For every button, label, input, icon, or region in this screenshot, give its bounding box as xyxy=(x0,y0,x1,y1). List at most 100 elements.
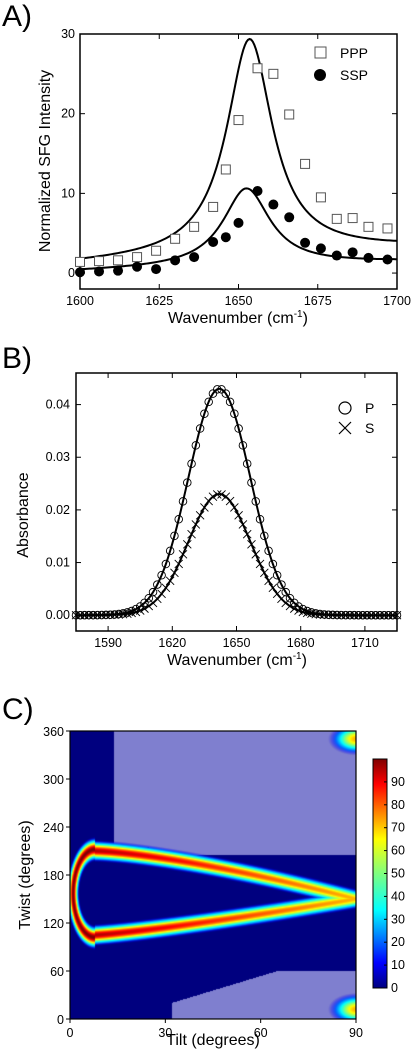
panel-b-y-ticks: 0.00 0.01 0.02 0.03 0.04 xyxy=(46,398,397,622)
data-point-ssp xyxy=(347,247,358,258)
data-point-ssp xyxy=(233,217,244,228)
legend-marker-p xyxy=(338,401,352,415)
data-point-ssp xyxy=(363,252,374,263)
data-point-p xyxy=(285,593,295,603)
data-point-ssp xyxy=(331,250,342,261)
data-point-ssp xyxy=(300,237,311,248)
panel-b-x-axis-title: Wavenumber (cm-1) xyxy=(167,651,307,669)
data-point-ssp xyxy=(268,199,279,210)
data-point-ppp xyxy=(284,109,295,120)
data-point-ppp xyxy=(331,213,342,224)
fit-curve-s xyxy=(76,493,397,617)
data-point-ppp xyxy=(233,115,244,126)
y-tick-label: 10 xyxy=(61,186,75,200)
x-tick-label: 90 xyxy=(349,1026,363,1040)
data-point-p xyxy=(208,389,218,398)
data-point-ssp xyxy=(220,232,231,243)
data-point-p xyxy=(277,580,286,589)
data-point-ppp xyxy=(382,223,393,234)
data-point-ssp xyxy=(252,185,263,196)
x-tick-label: 60 xyxy=(254,1026,268,1040)
data-point-ssp xyxy=(94,266,105,277)
x-tick-label: 1650 xyxy=(225,294,253,308)
data-point-ppp xyxy=(75,256,85,267)
panel-b-label: B) xyxy=(2,342,32,375)
panel-b-x-ticks: 1590 1620 1650 1680 1710 xyxy=(94,373,379,650)
panel-c-x-ticks: 0 30 60 90 xyxy=(67,1019,363,1040)
data-point-ssp xyxy=(132,261,143,272)
data-point-ssp xyxy=(170,255,181,266)
data-point-ssp xyxy=(113,265,124,276)
data-point-p xyxy=(200,409,209,418)
data-point-p xyxy=(272,570,282,580)
y-tick-label: 0.03 xyxy=(46,450,70,464)
data-point-ssp xyxy=(315,243,326,254)
data-point-p xyxy=(161,559,171,569)
colorbar-tick-label: 0 xyxy=(391,981,398,995)
panel-c-x-axis-title: Tilt (degrees) xyxy=(166,1032,260,1049)
data-point-ssp xyxy=(189,252,200,263)
x-tick-label: 0 xyxy=(67,1026,74,1040)
panel-a-x-axis-title: Wavenumber (cm-1) xyxy=(168,309,308,327)
x-tick-label: 1710 xyxy=(351,636,379,650)
colorbar-tick-label: 80 xyxy=(391,798,405,812)
y-tick-label: 300 xyxy=(43,773,64,787)
colorbar-tick-label: 30 xyxy=(391,912,405,926)
panel-a: A) 0 10 20 30 1600 1625 1650 1675 1700 Wavenumb… xyxy=(2,0,411,327)
colorbar-tick-label: 70 xyxy=(391,821,405,835)
panel-c-label: C) xyxy=(2,693,34,726)
x-tick-label: 1590 xyxy=(94,636,122,650)
data-point-p xyxy=(144,593,154,603)
y-tick-label: 120 xyxy=(43,917,64,931)
x-tick-label: 1600 xyxy=(66,294,94,308)
data-point-ssp xyxy=(151,264,162,275)
data-point-ppp xyxy=(208,201,219,212)
panel-b-plot-frame xyxy=(75,372,398,632)
y-tick-label: 30 xyxy=(61,27,75,41)
data-point-p xyxy=(140,598,149,608)
legend-marker-ssp xyxy=(314,69,326,81)
legend-marker-ppp xyxy=(314,46,327,59)
y-tick-label: 0.00 xyxy=(46,608,70,622)
panel-a-legend: PPP SSP xyxy=(314,45,368,83)
data-point-ppp xyxy=(113,255,124,266)
legend-label-ssp: SSP xyxy=(340,67,368,83)
y-tick-label: 0.04 xyxy=(46,398,70,412)
panel-a-x-ticks: 1600 1625 1650 1675 1700 xyxy=(66,34,411,308)
x-tick-label: 30 xyxy=(158,1026,172,1040)
y-tick-label: 0 xyxy=(57,1013,64,1027)
data-point-ssp xyxy=(75,267,85,278)
data-point-ppp xyxy=(363,221,374,232)
data-point-p xyxy=(148,587,158,597)
y-tick-label: 0.02 xyxy=(46,503,70,517)
data-point-p xyxy=(225,397,235,407)
y-tick-label: 0 xyxy=(68,266,75,280)
panel-a-label: A) xyxy=(2,0,32,33)
colorbar-tick-label: 40 xyxy=(391,889,405,903)
panel-a-y-axis-title: Normalized SFG Intensity xyxy=(37,70,54,252)
colorbar-tick-label: 50 xyxy=(391,867,405,881)
data-point-ppp xyxy=(300,158,311,169)
data-point-ppp xyxy=(170,233,181,244)
colorbar-tick-label: 20 xyxy=(391,935,405,949)
data-point-p xyxy=(204,397,213,407)
data-point-p xyxy=(268,559,278,569)
y-tick-label: 360 xyxy=(43,725,64,739)
data-point-ppp xyxy=(189,221,200,232)
x-tick-label: 1620 xyxy=(158,636,186,650)
y-tick-label: 60 xyxy=(50,965,64,979)
panel-b: B) 0.00 0.01 0.02 0.03 0.04 1590 1620 1650 1680… xyxy=(2,342,402,669)
panel-b-y-axis-title: Absorbance xyxy=(15,472,32,557)
data-point-ssp xyxy=(382,254,393,265)
data-point-p xyxy=(264,546,273,556)
y-tick-label: 180 xyxy=(43,869,64,883)
panel-a-data-points xyxy=(75,63,393,278)
x-tick-label: 1680 xyxy=(287,636,315,650)
data-point-ppp xyxy=(132,252,143,263)
fit-curve-ppp xyxy=(79,37,398,260)
panel-b-legend: P S xyxy=(338,400,374,436)
colorbar-tick-label: 10 xyxy=(391,958,405,972)
panel-c-y-ticks: 0 60 120 180 240 300 360 xyxy=(43,725,70,1027)
data-point-ppp xyxy=(94,256,105,267)
